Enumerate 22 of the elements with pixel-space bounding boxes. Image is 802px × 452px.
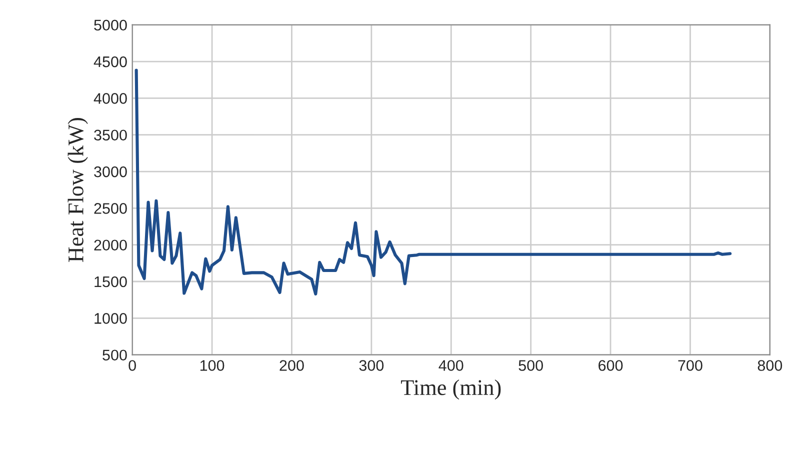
x-tick-label: 400 <box>438 360 464 371</box>
x-tick-label: 800 <box>758 360 782 371</box>
x-axis-title: Time (min) <box>401 379 501 400</box>
y-tick-label: 1500 <box>94 276 127 288</box>
y-tick-label: 3500 <box>94 130 127 141</box>
x-tick-label: 200 <box>280 360 304 371</box>
y-tick-label: 4500 <box>94 56 127 68</box>
x-tick-label: 700 <box>678 360 702 371</box>
y-tick-label: 2000 <box>94 240 127 251</box>
y-tick-label: 5000 <box>94 20 127 31</box>
x-tick-label: 0 <box>128 360 136 371</box>
x-tick-label: 100 <box>200 360 224 371</box>
y-tick-label: 4000 <box>94 93 127 104</box>
x-tick-label: 600 <box>598 360 623 371</box>
y-axis-title: Heat Flow (kW) <box>68 118 88 262</box>
line-series <box>134 68 732 296</box>
y-tick-label: 1000 <box>94 313 127 324</box>
y-tick-label: 3000 <box>94 166 127 178</box>
y-tick-label: 500 <box>102 350 127 361</box>
x-tick-label: 300 <box>359 360 384 371</box>
x-tick-label: 500 <box>518 360 543 371</box>
y-tick-label: 2500 <box>94 203 127 214</box>
